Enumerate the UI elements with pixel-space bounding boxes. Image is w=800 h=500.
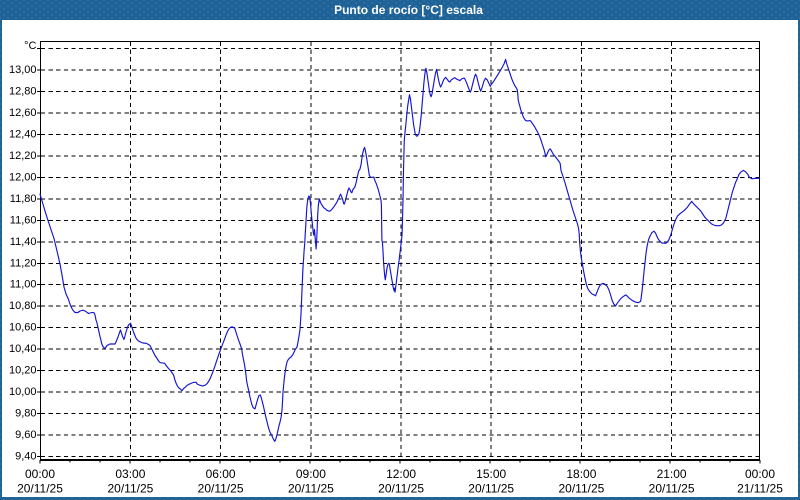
svg-text:06:00: 06:00 xyxy=(206,467,236,481)
svg-text:13,00: 13,00 xyxy=(9,64,37,76)
svg-text:15:00: 15:00 xyxy=(476,467,506,481)
svg-text:21/11/25: 21/11/25 xyxy=(737,482,783,496)
svg-text:11,80: 11,80 xyxy=(10,193,37,205)
svg-text:18:00: 18:00 xyxy=(566,467,596,481)
svg-text:12,00: 12,00 xyxy=(9,171,37,183)
svg-text:12,60: 12,60 xyxy=(9,107,37,119)
svg-text:10,40: 10,40 xyxy=(9,343,37,355)
svg-text:20/11/25: 20/11/25 xyxy=(649,482,695,496)
svg-text:9,60: 9,60 xyxy=(15,429,36,441)
svg-text:12:00: 12:00 xyxy=(386,467,416,481)
svg-text:12,40: 12,40 xyxy=(9,129,37,141)
svg-text:9,80: 9,80 xyxy=(15,408,36,420)
svg-text:10,80: 10,80 xyxy=(9,300,37,312)
svg-text:11,20: 11,20 xyxy=(10,257,37,269)
svg-text:21:00: 21:00 xyxy=(657,467,687,481)
svg-text:09:00: 09:00 xyxy=(296,467,326,481)
svg-text:20/11/25: 20/11/25 xyxy=(17,482,63,496)
svg-text:20/11/25: 20/11/25 xyxy=(378,482,424,496)
svg-text:11,60: 11,60 xyxy=(10,214,37,226)
svg-text:20/11/25: 20/11/25 xyxy=(198,482,244,496)
svg-text:00:00: 00:00 xyxy=(745,467,775,481)
svg-text:10,60: 10,60 xyxy=(9,322,37,334)
svg-text:20/11/25: 20/11/25 xyxy=(468,482,514,496)
svg-text:11,40: 11,40 xyxy=(10,236,37,248)
svg-text:°C: °C xyxy=(24,40,36,52)
svg-text:10,00: 10,00 xyxy=(9,386,37,398)
svg-text:20/11/25: 20/11/25 xyxy=(558,482,604,496)
svg-text:00:00: 00:00 xyxy=(25,467,55,481)
svg-text:20/11/25: 20/11/25 xyxy=(288,482,334,496)
svg-text:9,40: 9,40 xyxy=(15,451,36,463)
svg-text:03:00: 03:00 xyxy=(115,467,145,481)
svg-text:20/11/25: 20/11/25 xyxy=(107,482,153,496)
svg-text:12,80: 12,80 xyxy=(9,86,37,98)
svg-text:12,20: 12,20 xyxy=(9,150,37,162)
svg-text:10,20: 10,20 xyxy=(9,365,37,377)
svg-text:11,00: 11,00 xyxy=(10,279,37,291)
